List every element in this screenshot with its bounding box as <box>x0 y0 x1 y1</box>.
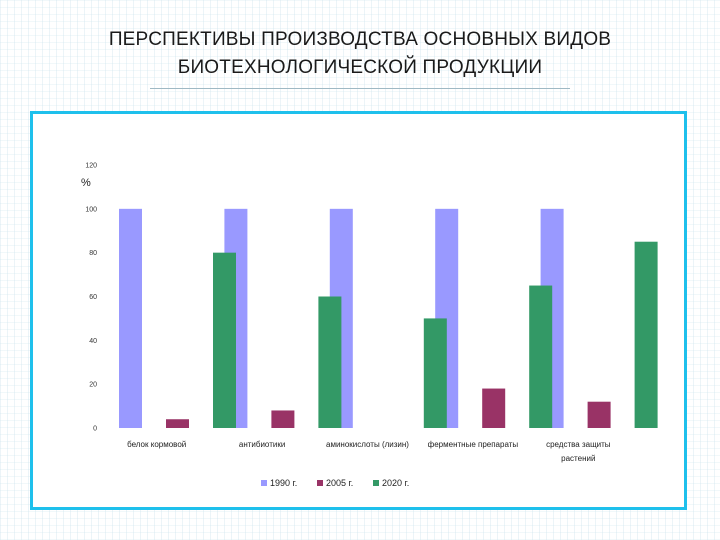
slide-title: ПЕРСПЕКТИВЫ ПРОИЗВОДСТВА ОСНОВНЫХ ВИДОВ … <box>40 26 680 82</box>
y-tick-label: 0 <box>93 426 97 433</box>
slide-title-line-2: БИОТЕХНОЛОГИЧЕСКОЙ ПРОДУКЦИИ <box>177 57 543 78</box>
bar-2020-4 <box>634 241 658 428</box>
legend-label: 2020 г. <box>382 478 409 488</box>
legend-swatch <box>373 480 379 486</box>
bar-2005-0 <box>166 419 189 428</box>
legend-label: 1990 г. <box>270 478 297 488</box>
bar-chart: 0 20 40 60 80 100 120% белок кормовой антибиотик… <box>81 163 658 488</box>
bar-2020-1 <box>318 296 342 428</box>
bar-2020-0 <box>213 252 236 428</box>
legend-swatch <box>261 480 267 486</box>
legend-label: 2005 г. <box>326 478 353 488</box>
category-label: ферментные препараты <box>428 440 519 449</box>
legend-swatch <box>317 480 323 486</box>
bar-2005-1 <box>271 410 295 428</box>
y-tick-label: 80 <box>89 250 97 257</box>
category-label: средства защиты <box>546 440 611 449</box>
y-tick-label: 40 <box>89 338 97 345</box>
bar-2005-4 <box>587 401 611 428</box>
bar-1990-0 <box>119 208 142 428</box>
y-tick-label: 60 <box>89 294 97 301</box>
bar-2005-3 <box>482 388 506 428</box>
slide-title-line-1: ПЕРСПЕКТИВЫ ПРОИЗВОДСТВА ОСНОВНЫХ ВИДОВ <box>108 29 612 50</box>
category-label: антибиотики <box>239 440 285 449</box>
y-tick-label: 20 <box>89 382 97 389</box>
bar-2020-3 <box>529 285 553 428</box>
y-tick-label: 100 <box>85 206 97 213</box>
y-axis-label: % <box>81 177 91 189</box>
category-label: аминокислоты (лизин) <box>326 440 409 449</box>
bar-2020-2 <box>423 318 447 428</box>
category-label: белок кормовой <box>127 440 186 449</box>
y-tick-label: 120 <box>85 163 97 170</box>
title-divider <box>150 88 570 89</box>
chart-frame: 0 20 40 60 80 100 120% белок кормовой антибиотик… <box>30 111 687 510</box>
category-label: растений <box>561 454 595 463</box>
